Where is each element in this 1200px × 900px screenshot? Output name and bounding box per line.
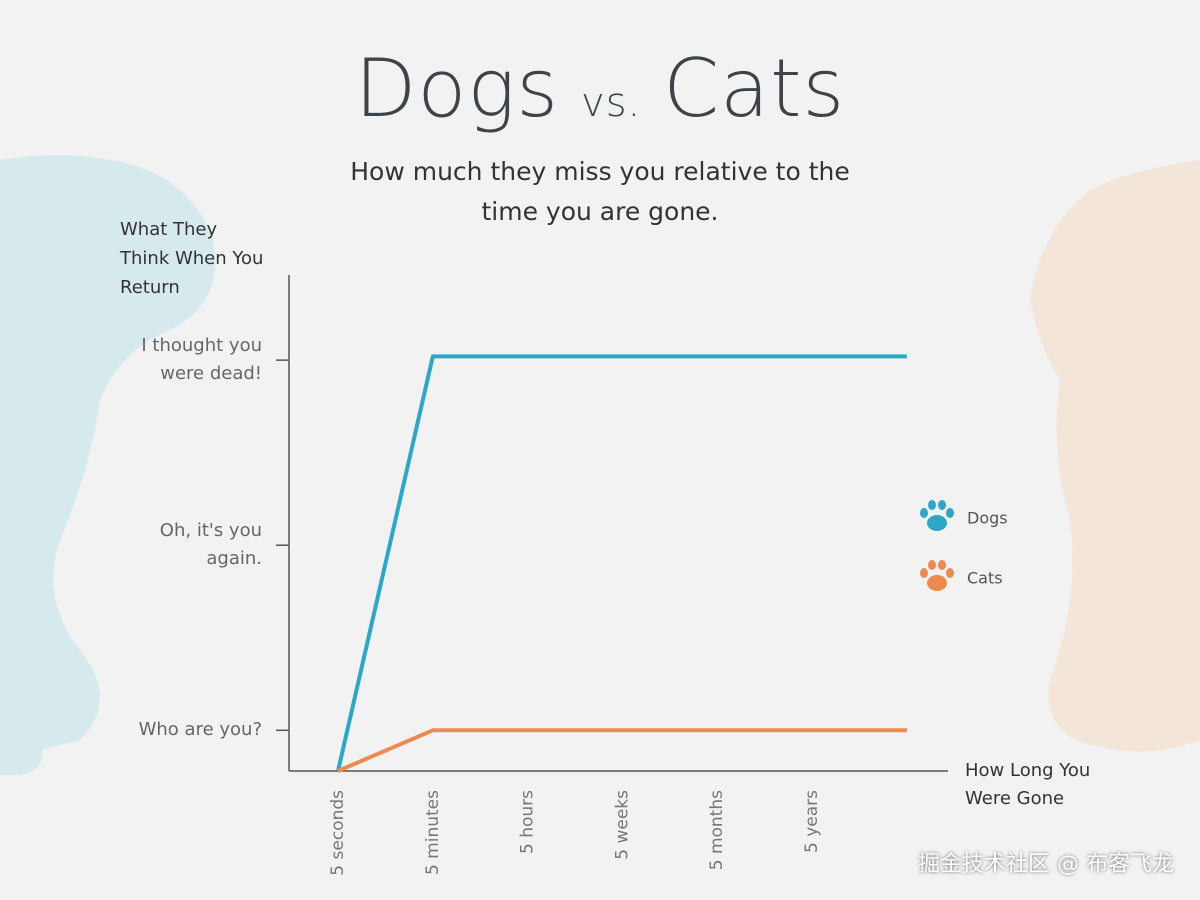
paw-toe bbox=[938, 560, 946, 570]
x-tick-label: 5 minutes bbox=[423, 790, 443, 875]
paw-toe bbox=[928, 500, 936, 510]
title-word: vs. bbox=[581, 80, 642, 126]
x-tick-label: 5 years bbox=[802, 790, 822, 853]
legend-icon bbox=[920, 500, 954, 531]
cat-silhouette bbox=[1030, 160, 1200, 752]
paw-toe bbox=[938, 500, 946, 510]
legend-label: Dogs bbox=[967, 509, 1008, 528]
paw-toe bbox=[928, 560, 936, 570]
y-tick-label: I thought you were dead! bbox=[141, 335, 262, 385]
x-tick-label: 5 hours bbox=[518, 790, 538, 854]
watermark: 掘金技术社区 @ 布客飞龙 bbox=[918, 852, 1174, 877]
title-word: Cats bbox=[663, 42, 846, 135]
x-axis-label: How Long You Were Gone bbox=[965, 760, 1091, 809]
x-tick-label: 5 weeks bbox=[612, 790, 632, 860]
x-tick-label: 5 seconds bbox=[328, 790, 348, 876]
x-tick-label: 5 months bbox=[707, 790, 727, 870]
series-line bbox=[336, 354, 907, 772]
paw-toe bbox=[946, 568, 954, 578]
y-tick-label: Who are you? bbox=[138, 719, 262, 741]
paw-pad bbox=[927, 575, 947, 591]
title-word: Dogs bbox=[354, 42, 560, 135]
legend-icon bbox=[920, 560, 954, 591]
y-tick-label: Oh, it's you again. bbox=[159, 520, 262, 570]
paw-toe bbox=[946, 508, 954, 518]
paw-toe bbox=[920, 508, 928, 518]
chart-subtitle: How much they miss you relative to the t… bbox=[350, 157, 850, 226]
y-axis-label: What They Think When You Return bbox=[120, 219, 264, 298]
series-line bbox=[337, 728, 907, 773]
paw-toe bbox=[920, 568, 928, 578]
paw-pad bbox=[927, 515, 947, 531]
legend-label: Cats bbox=[967, 569, 1003, 588]
dog-silhouette bbox=[0, 155, 215, 775]
chart-title: Dogs vs. Cats bbox=[0, 42, 1200, 135]
